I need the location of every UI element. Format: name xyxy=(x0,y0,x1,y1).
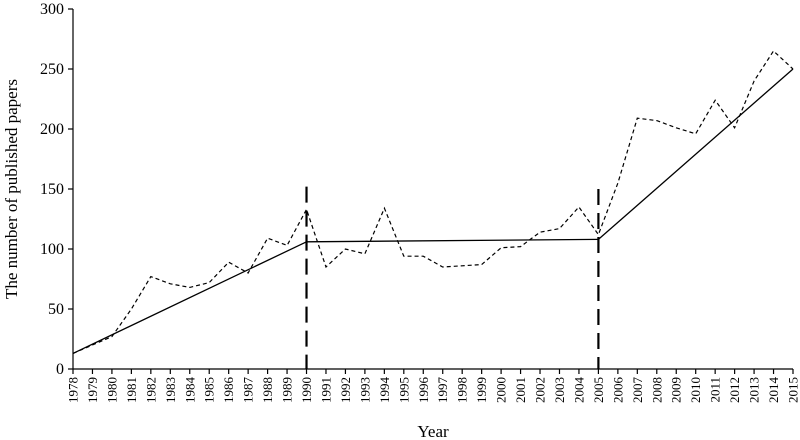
x-tick-label: 2014 xyxy=(766,377,781,404)
y-tick-label: 250 xyxy=(40,61,64,78)
x-tick-label: 2001 xyxy=(513,377,528,403)
x-ticks: 1978 1979 1980 1981 1982 1983 1984 1985 1986 1987… xyxy=(66,369,800,403)
x-tick-label: 1980 xyxy=(104,377,119,403)
x-tick-label: 2008 xyxy=(649,377,664,403)
x-tick-label: 1994 xyxy=(377,377,392,404)
x-tick-label: 2011 xyxy=(708,377,723,403)
y-tick-label: 200 xyxy=(40,121,64,138)
x-tick-label: 1988 xyxy=(260,377,275,403)
x-tick-label: 1979 xyxy=(85,377,100,403)
trend-line-segment xyxy=(597,68,794,240)
x-tick-label: 1987 xyxy=(241,377,256,404)
y-tick-label: 50 xyxy=(48,301,64,318)
x-tick-label: 2005 xyxy=(591,377,606,403)
trend-lines xyxy=(72,68,794,354)
x-tick-label: 2004 xyxy=(571,377,586,404)
x-tick-label: 2009 xyxy=(669,377,684,403)
trend-line-segment xyxy=(306,238,599,243)
x-tick-label: 1984 xyxy=(182,377,197,404)
x-tick-label: 1991 xyxy=(318,377,333,403)
x-axis-title: Year xyxy=(417,422,449,440)
x-tick-label: 1998 xyxy=(455,377,470,403)
x-tick-label: 2002 xyxy=(533,377,548,403)
x-tick-label: 1985 xyxy=(202,377,217,403)
x-tick-label: 1981 xyxy=(124,377,139,403)
x-tick-label: 2007 xyxy=(630,377,645,404)
breakpoint-lines xyxy=(305,186,600,369)
x-tick-label: 1989 xyxy=(280,377,295,403)
y-ticks: 0 50 100 150 200 250 300 xyxy=(40,1,73,378)
y-axis-title: The number of published papers xyxy=(2,79,21,299)
x-tick-label: 1993 xyxy=(357,377,372,403)
y-tick-label: 0 xyxy=(56,361,64,378)
x-tick-label: 1999 xyxy=(474,377,489,403)
series-line xyxy=(72,50,794,354)
x-tick-label: 2010 xyxy=(688,377,703,403)
x-tick-label: 1996 xyxy=(416,377,431,404)
x-tick-label: 1986 xyxy=(221,377,236,404)
x-tick-label: 2013 xyxy=(747,377,762,403)
x-tick-label: 2015 xyxy=(786,377,800,403)
x-tick-label: 1995 xyxy=(396,377,411,403)
x-tick-label: 2006 xyxy=(610,377,625,404)
x-tick-label: 1992 xyxy=(338,377,353,403)
x-tick-label: 1990 xyxy=(299,377,314,403)
trend-line-segment xyxy=(72,241,307,354)
x-tick-label: 2012 xyxy=(727,377,742,403)
x-tick-label: 1978 xyxy=(66,377,81,403)
y-tick-label: 100 xyxy=(40,241,64,258)
x-tick-label: 2000 xyxy=(494,377,509,403)
axes xyxy=(72,9,793,370)
x-tick-label: 2003 xyxy=(552,377,567,403)
series-group xyxy=(72,50,794,354)
y-tick-label: 300 xyxy=(40,1,64,18)
y-tick-label: 150 xyxy=(40,181,64,198)
x-tick-label: 1982 xyxy=(143,377,158,403)
x-tick-label: 1983 xyxy=(163,377,178,403)
x-tick-label: 1997 xyxy=(435,377,450,404)
